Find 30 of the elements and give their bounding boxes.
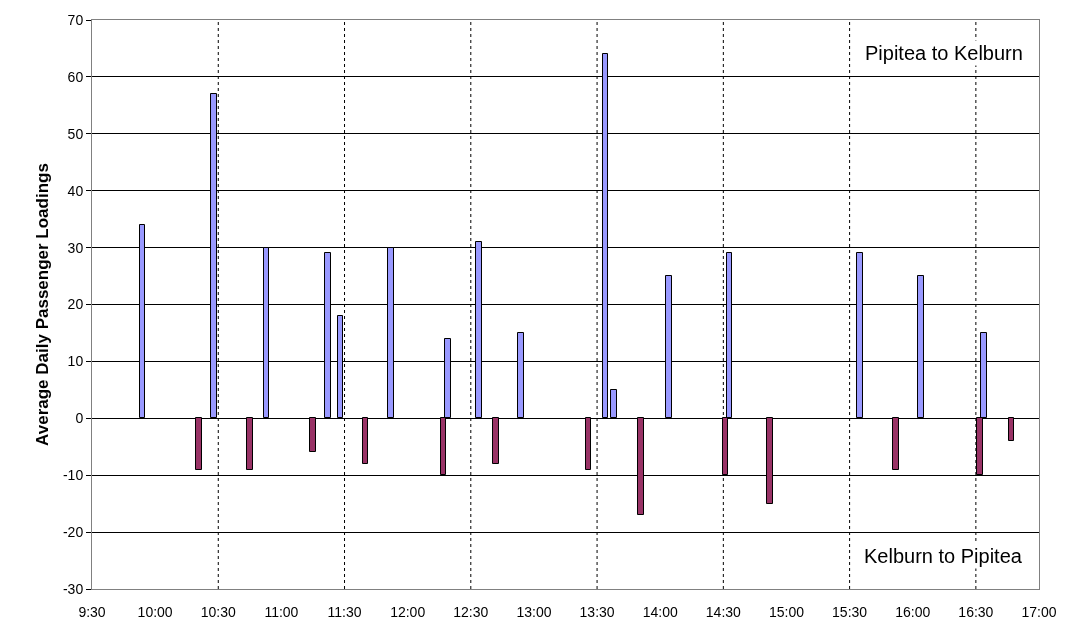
x-tick-label: 10:00 [137, 603, 173, 620]
x-tick-label: 15:30 [832, 603, 868, 620]
x-tick-label: 10:30 [200, 603, 236, 620]
y-tick-label: 60 [67, 68, 84, 85]
x-tick-label: 12:00 [390, 603, 426, 620]
y-tick-label: 30 [67, 239, 84, 256]
x-tick-label: 15:00 [768, 603, 805, 620]
x-tick-label: 17:00 [1021, 603, 1057, 620]
x-tick-label: 12:30 [453, 603, 489, 620]
x-tick-label: 14:00 [642, 603, 678, 620]
x-tick-label: 13:00 [516, 603, 552, 620]
y-tick-label: 0 [75, 410, 84, 427]
y-tick-label: 10 [67, 353, 84, 370]
x-tick-label: 11:00 [264, 603, 299, 620]
y-tick-label: 50 [67, 125, 84, 142]
x-tick-label: 14:30 [705, 603, 742, 620]
y-tick-label: 40 [67, 182, 84, 199]
y-tick-label: -30 [62, 580, 84, 597]
x-tick-label: 9:30 [78, 603, 106, 620]
annotation: Pipitea to Kelburn [865, 42, 1023, 64]
annotation: Kelburn to Pipitea [864, 545, 1023, 567]
x-tick-label: 13:30 [579, 603, 615, 620]
x-tick-label: 16:30 [958, 603, 994, 620]
y-tick-label: -10 [62, 467, 84, 484]
y-tick-label: -20 [62, 524, 84, 540]
x-tick-label: 11:30 [327, 603, 362, 620]
y-tick-label: 70 [67, 11, 84, 28]
x-tick-label: 16:00 [895, 603, 931, 620]
y-tick-label: 20 [67, 296, 84, 313]
y-axis-title: Average Daily Passenger Loadings [33, 163, 52, 446]
